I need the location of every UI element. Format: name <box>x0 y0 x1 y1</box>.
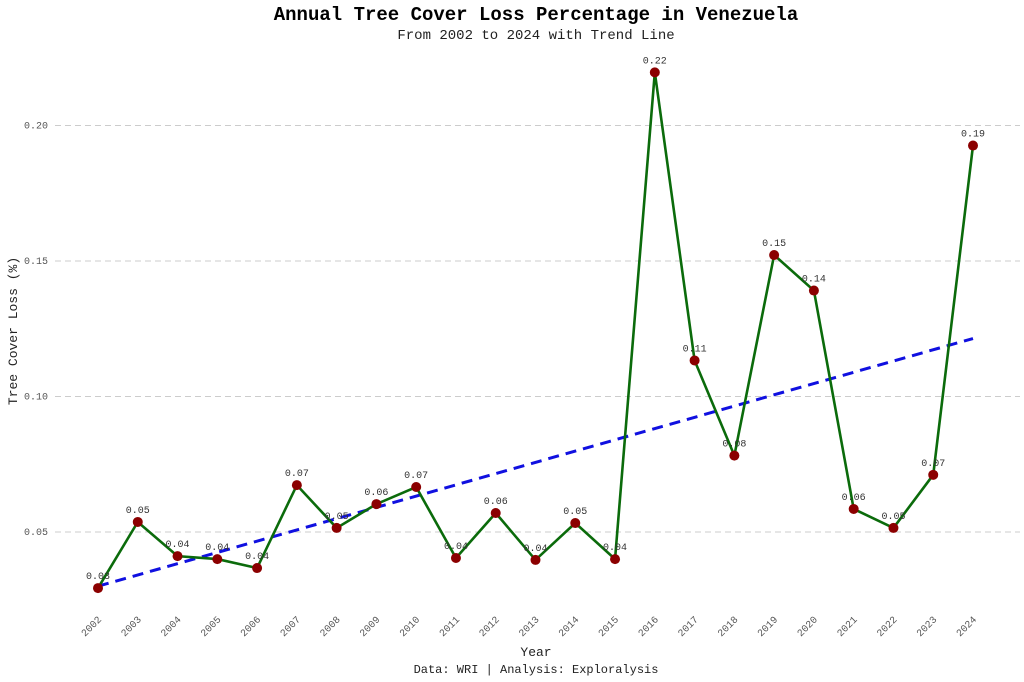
data-label: 0.07 <box>921 459 945 470</box>
x-tick-label: 2013 <box>518 615 543 640</box>
data-point <box>649 67 660 78</box>
data-point <box>530 554 541 565</box>
data-label: 0.06 <box>364 488 388 499</box>
data-point <box>689 355 700 366</box>
trend-line <box>97 337 974 588</box>
x-tick-label: 2021 <box>836 615 861 640</box>
data-label: 0.22 <box>643 56 667 67</box>
x-tick-label: 2007 <box>279 615 304 640</box>
data-label: 0.04 <box>603 543 627 554</box>
data-label: 0.14 <box>802 275 826 286</box>
data-label: 0.04 <box>205 543 229 554</box>
data-point <box>172 551 183 562</box>
data-label: 0.05 <box>126 506 150 517</box>
data-label: 0.04 <box>245 552 269 563</box>
data-label: 0.11 <box>683 344 707 355</box>
y-tick-label: 0.10 <box>24 393 48 404</box>
data-point <box>729 450 740 461</box>
x-tick-label: 2004 <box>160 615 185 640</box>
chart-subtitle: From 2002 to 2024 with Trend Line <box>397 28 674 44</box>
x-tick-label: 2002 <box>80 615 105 640</box>
data-point <box>888 522 899 533</box>
y-tick-label: 0.20 <box>24 122 48 133</box>
data-label: 0.05 <box>563 507 587 518</box>
data-label: 0.04 <box>166 540 190 551</box>
data-point <box>928 469 939 480</box>
data-label: 0.07 <box>285 469 309 480</box>
data-point <box>848 503 859 514</box>
data-label: 0.04 <box>444 542 468 553</box>
x-tick-label: 2012 <box>478 615 503 640</box>
x-tick-label: 2003 <box>120 615 145 640</box>
data-point <box>968 140 978 151</box>
loss-line <box>96 72 975 589</box>
data-label: 0.03 <box>86 572 110 583</box>
x-tick-label: 2008 <box>319 615 344 640</box>
data-point <box>291 480 302 491</box>
data-point <box>450 553 461 564</box>
y-axis-label: Tree Cover Loss (%) <box>6 257 21 405</box>
x-tick-label: 2017 <box>677 615 702 640</box>
x-tick-label: 2023 <box>915 615 940 640</box>
data-label: 0.15 <box>762 239 786 250</box>
x-tick-label: 2011 <box>438 615 463 640</box>
data-label: 0.06 <box>842 493 866 504</box>
data-label: 0.06 <box>484 497 508 508</box>
x-tick-label: 2010 <box>398 615 423 640</box>
x-tick-label: 2006 <box>239 615 264 640</box>
x-tick-label: 2009 <box>358 615 383 640</box>
x-tick-label: 2015 <box>597 615 622 640</box>
chart-title: Annual Tree Cover Loss Percentage in Ven… <box>274 4 799 26</box>
data-label: 0.05 <box>325 512 349 523</box>
data-point <box>769 250 780 261</box>
data-label: 0.08 <box>722 440 746 451</box>
x-tick-label: 2005 <box>199 615 224 640</box>
x-tick-label: 2016 <box>637 615 662 640</box>
x-tick-label: 2019 <box>756 615 781 640</box>
data-point <box>252 563 263 574</box>
data-point <box>411 482 422 493</box>
chart-caption: Data: WRI | Analysis: Exploralysis <box>414 663 659 677</box>
data-point <box>610 554 621 565</box>
data-point <box>331 522 342 533</box>
x-tick-label: 2024 <box>955 615 980 640</box>
data-point <box>132 516 143 527</box>
data-label: 0.07 <box>404 471 428 482</box>
x-tick-label: 2014 <box>557 615 582 640</box>
x-tick-label: 2018 <box>716 615 741 640</box>
x-axis-label: Year <box>520 645 551 660</box>
data-point <box>490 508 501 519</box>
data-label: 0.05 <box>881 512 905 523</box>
data-label: 0.19 <box>961 130 985 141</box>
data-point <box>212 554 223 565</box>
y-tick-label: 0.15 <box>24 257 48 268</box>
data-point <box>93 583 103 594</box>
data-point <box>570 518 581 529</box>
x-tick-label: 2022 <box>876 615 901 640</box>
y-tick-label: 0.05 <box>24 528 48 539</box>
x-tick-label: 2020 <box>796 615 821 640</box>
data-point <box>808 285 819 296</box>
data-label: 0.04 <box>523 544 547 555</box>
data-point <box>371 499 382 510</box>
